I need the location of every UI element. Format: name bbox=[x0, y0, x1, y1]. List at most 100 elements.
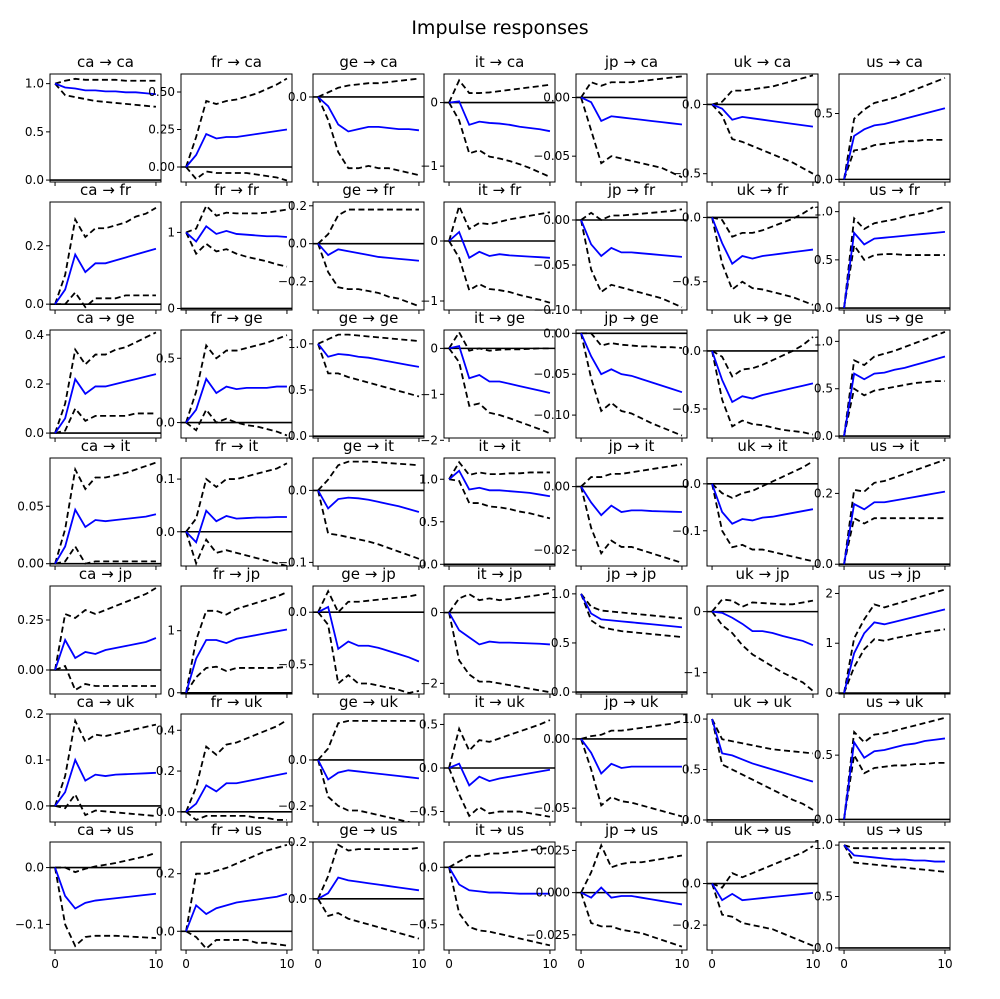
lower-band-line bbox=[580, 333, 683, 437]
y-tick-label: 0.1 bbox=[156, 472, 175, 486]
plot-area bbox=[181, 462, 292, 566]
y-tick-label: 0.0 bbox=[682, 477, 701, 491]
y-tick-label: 0.0 bbox=[25, 861, 44, 875]
y-tick-label: 0.5 bbox=[814, 748, 833, 762]
panel-title: us → uk bbox=[866, 693, 924, 711]
y-tick-label: 1.0 bbox=[419, 472, 438, 486]
y-tick-label: 0.0 bbox=[288, 892, 307, 906]
y-tick-label: −0.5 bbox=[409, 805, 438, 819]
upper-band-line bbox=[711, 598, 814, 613]
panel-fr-ca: 0.00 0.25 0.50 fr → ca bbox=[148, 53, 293, 186]
lower-band-line bbox=[185, 811, 287, 821]
plot-area bbox=[839, 331, 950, 437]
plot-area bbox=[576, 720, 687, 818]
irf-line bbox=[54, 247, 157, 305]
x-tick-label: 10 bbox=[411, 957, 426, 971]
axes-frame bbox=[706, 201, 819, 311]
y-tick-label: 0.2 bbox=[288, 199, 307, 213]
panel-title: uk → ge bbox=[733, 309, 792, 327]
irf-line bbox=[711, 718, 814, 783]
upper-band-line bbox=[317, 843, 420, 900]
y-tick-label: 1 bbox=[825, 636, 833, 650]
irf-line bbox=[317, 96, 420, 133]
irf-line bbox=[843, 230, 946, 309]
upper-band-line bbox=[843, 844, 945, 850]
axes-frame bbox=[180, 73, 293, 183]
upper-band-line bbox=[54, 331, 157, 434]
plot-area bbox=[839, 205, 950, 309]
axes-frame bbox=[312, 329, 425, 439]
panel-fr-us: 0.0 0.2 0 10 fr → us bbox=[156, 821, 295, 971]
y-tick-label: 0.2 bbox=[814, 486, 833, 500]
axes-frame bbox=[706, 457, 819, 567]
y-tick-label: 0.00 bbox=[543, 90, 570, 104]
panel-ca-jp: 0.00 0.25 ca → jp bbox=[17, 565, 162, 698]
y-tick-label: 0.0 bbox=[156, 805, 175, 819]
irf-line bbox=[580, 738, 682, 776]
irf-line bbox=[843, 355, 946, 437]
upper-band-line bbox=[185, 334, 288, 423]
y-tick-label: −2 bbox=[420, 433, 438, 447]
axes-frame bbox=[575, 713, 688, 823]
plot-area bbox=[839, 716, 950, 821]
axes-frame bbox=[180, 201, 293, 311]
y-tick-label: 0 bbox=[693, 605, 701, 619]
upper-band-line bbox=[185, 844, 288, 932]
panel-title: it → uk bbox=[474, 693, 525, 711]
irf-line bbox=[580, 219, 683, 258]
axes-frame bbox=[49, 457, 162, 567]
panel-title: jp → it bbox=[608, 437, 655, 455]
y-tick-label: −0.1 bbox=[672, 524, 701, 538]
y-tick-label: 0 bbox=[430, 234, 438, 248]
plot-area bbox=[576, 593, 687, 693]
upper-band-line bbox=[54, 461, 157, 564]
panel-title: ca → jp bbox=[79, 565, 132, 583]
axes-frame bbox=[575, 841, 688, 951]
lower-band-line bbox=[54, 664, 156, 692]
lower-band-line bbox=[711, 217, 814, 306]
panel-it-uk: −0.5 0.0 0.5 it → uk bbox=[409, 693, 556, 826]
panel-it-jp: −2 0 it → jp bbox=[420, 565, 556, 698]
upper-band-line bbox=[581, 332, 683, 349]
y-tick-label: 0.0 bbox=[156, 525, 175, 539]
irf-line bbox=[185, 892, 288, 932]
plot-area bbox=[576, 208, 687, 309]
lower-band-line bbox=[711, 103, 814, 175]
plot-area bbox=[839, 458, 950, 566]
y-tick-label: 0.0 bbox=[25, 426, 44, 440]
panel-us-ge: 0.0 0.5 1.0 us → ge bbox=[814, 309, 951, 443]
axes-frame bbox=[180, 329, 293, 439]
lower-band-line bbox=[185, 408, 288, 437]
upper-band-line bbox=[317, 460, 420, 492]
panel-jp-it: −0.02 0.00 jp → it bbox=[533, 437, 688, 570]
lower-band-line bbox=[54, 544, 156, 565]
upper-band-line bbox=[317, 77, 420, 98]
panel-uk-jp: −1 0 uk → jp bbox=[683, 565, 819, 698]
y-tick-label: −0.2 bbox=[278, 275, 307, 289]
irf-line bbox=[448, 469, 551, 498]
irf-line bbox=[843, 737, 946, 820]
panel-uk-ca: −0.5 0.0 uk → ca bbox=[672, 53, 819, 186]
y-tick-label: 0.0 bbox=[814, 301, 833, 315]
y-tick-label: −0.05 bbox=[533, 149, 570, 163]
irf-line bbox=[185, 628, 288, 694]
panel-title: fr → it bbox=[215, 437, 259, 455]
y-tick-label: 0.0 bbox=[682, 813, 701, 827]
irf-line bbox=[448, 762, 551, 787]
upper-band-line bbox=[711, 845, 814, 889]
y-tick-label: 0.00 bbox=[543, 732, 570, 746]
panel-jp-uk: −0.05 0.00 jp → uk bbox=[533, 693, 688, 826]
x-tick-label: 10 bbox=[674, 957, 689, 971]
lower-band-line bbox=[54, 83, 157, 108]
panel-fr-it: 0.0 0.1 fr → it bbox=[156, 437, 293, 570]
panel-title: ge → jp bbox=[341, 565, 396, 583]
plot-area bbox=[444, 846, 555, 947]
panel-title: fr → jp bbox=[213, 565, 260, 583]
upper-band-line bbox=[54, 718, 157, 807]
y-tick-label: 1 bbox=[167, 624, 175, 638]
y-tick-label: −0.05 bbox=[533, 258, 570, 272]
irf-line bbox=[843, 608, 946, 694]
plot-area bbox=[313, 333, 424, 437]
upper-band-line bbox=[843, 716, 946, 820]
